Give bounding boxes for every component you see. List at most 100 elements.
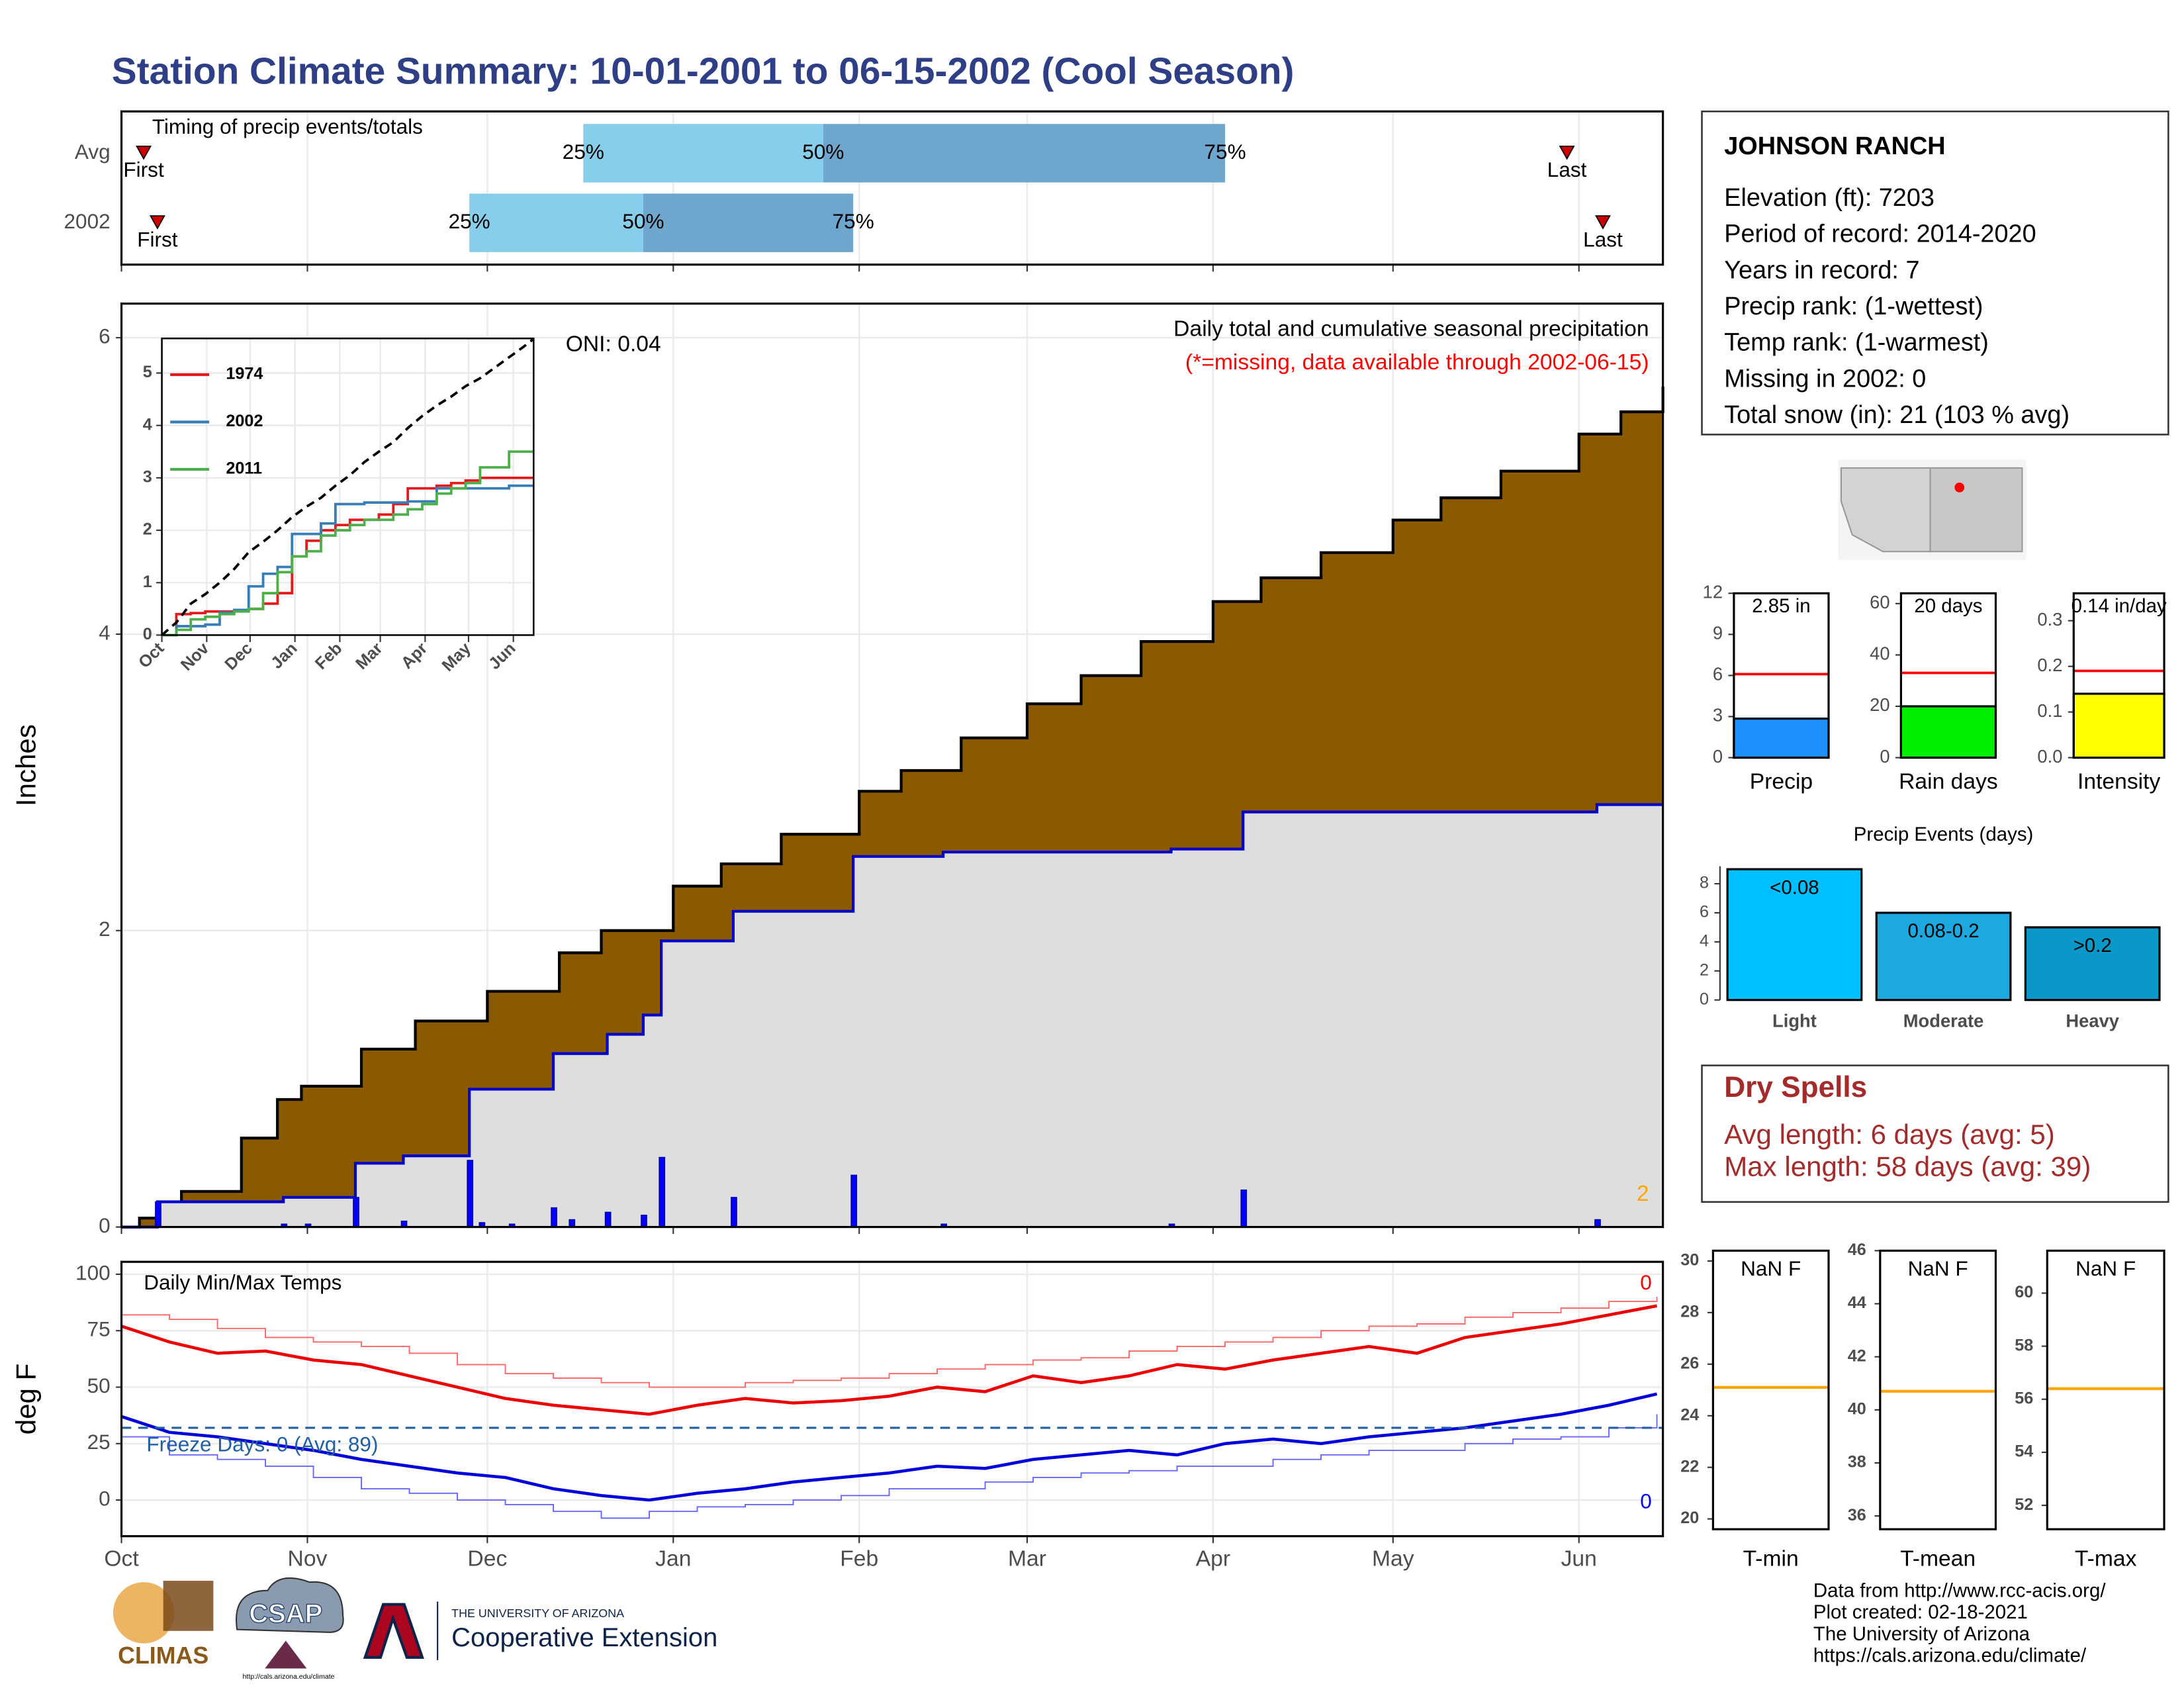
plot-border (1733, 592, 1830, 759)
y-tick-label: 8 (1700, 874, 1709, 892)
legend-label: 2002 (226, 412, 263, 430)
location-map (1838, 459, 2026, 560)
x-tick-label: May (1372, 1546, 1414, 1571)
dry-spells-info: Max length: 58 days (avg: 39) (1724, 1150, 2091, 1182)
x-tick-label: Feb (840, 1546, 878, 1571)
y-tick-label: 46 (1848, 1241, 1866, 1259)
legend-label: 2011 (226, 459, 262, 478)
y-axis-label: deg F (11, 1364, 42, 1435)
bar (1899, 705, 1997, 759)
footer-text: The University of Arizona (1813, 1623, 2030, 1645)
x-tick-label: Moderate (1903, 1011, 1984, 1031)
snow-count: 2 (1637, 1182, 1649, 1206)
temp-line (121, 1297, 1658, 1388)
daily-precip-bar (569, 1219, 576, 1228)
event-label: Last (1583, 227, 1623, 251)
y-tick-label: 12 (1703, 582, 1723, 602)
station-info: Period of record: 2014-2020 (1724, 220, 2036, 248)
csap-text: CSAP (249, 1599, 322, 1628)
y-tick-label: 20 (1680, 1509, 1699, 1527)
footer-text: Plot created: 02-18-2021 (1813, 1601, 2028, 1623)
precip-subtitle: (*=missing, data available through 2002-… (1185, 350, 1649, 375)
quartile-bar (583, 124, 823, 183)
climas-logo (113, 1582, 175, 1644)
quartile-label: 75% (1204, 140, 1246, 164)
y-tick-label: 6 (1700, 903, 1709, 921)
events-title: Precip Events (days) (1854, 823, 2034, 845)
plot-border (1879, 1249, 1997, 1530)
y-axis-label: Inches (11, 724, 42, 806)
daily-precip-bar (604, 1211, 612, 1228)
bin-label: 0.08-0.2 (1908, 920, 1979, 942)
ua-logo (363, 1603, 424, 1659)
y-tick-label: 42 (1848, 1346, 1866, 1365)
y-tick-label: 0 (99, 1213, 111, 1237)
category-label: Intensity (2077, 769, 2161, 794)
oni-label: ONI: 0.04 (566, 332, 661, 357)
daily-precip-bar (850, 1174, 858, 1228)
station-info: Total snow (in): 21 (103 % avg) (1724, 401, 2070, 429)
y-tick-label: 0.3 (2037, 609, 2062, 630)
x-tick-label: Dec (467, 1546, 507, 1571)
csap-cloud (236, 1577, 344, 1633)
bar (1733, 718, 1830, 759)
plot-border (120, 303, 1664, 1229)
y-tick-label: 6 (1713, 664, 1723, 684)
event-marker (149, 215, 165, 230)
quartile-label: 25% (563, 140, 604, 164)
series-line (161, 450, 534, 637)
gauge-annotation: NaN F (1908, 1256, 1968, 1280)
plot-border (120, 1260, 1664, 1538)
daily-precip-bar (659, 1156, 666, 1228)
event-marker (1559, 146, 1575, 160)
value-label: 0.14 in/day (2071, 595, 2167, 617)
csap-url: http://cals.arizona.edu/climate (243, 1673, 335, 1681)
x-tick-label: Heavy (2066, 1011, 2119, 1031)
plot-background (121, 1262, 1663, 1536)
station-info: Precip rank: (1-wettest) (1724, 293, 1983, 320)
bar (1875, 912, 2012, 1002)
temp-line (120, 1304, 1657, 1416)
value-label: 20 days (1914, 595, 1982, 617)
event-marker (136, 146, 152, 160)
y-tick-label: 28 (1680, 1303, 1699, 1321)
y-tick-label: 22 (1680, 1457, 1699, 1476)
y-tick-label: 0 (1713, 746, 1723, 767)
y-tick-label: 0.1 (2037, 700, 2062, 721)
y-tick-label: 2 (1700, 961, 1709, 979)
y-tick-label: 4 (1700, 931, 1709, 950)
plot-border (2072, 592, 2165, 759)
ua-text: THE UNIVERSITY OF ARIZONA (451, 1607, 624, 1620)
y-tick-label: 58 (2015, 1336, 2033, 1354)
quartile-label: 75% (833, 209, 874, 233)
y-tick-label: 2 (99, 917, 111, 941)
gauge-annotation: NaN F (1741, 1256, 1801, 1280)
x-tick-label: Apr (1196, 1546, 1230, 1571)
plot-border (120, 110, 1664, 266)
x-tick-label: Jun (1561, 1546, 1597, 1571)
footer-text: https://cals.arizona.edu/climate/ (1813, 1644, 2087, 1666)
timing-title: Timing of precip events/totals (152, 115, 423, 138)
legend-label: 1974 (226, 365, 263, 383)
y-tick-label: 52 (2015, 1495, 2033, 1514)
gauge-annotation: NaN F (2075, 1256, 2136, 1280)
quartile-label: 25% (449, 209, 490, 233)
y-tick-label: 36 (1848, 1506, 1866, 1524)
bin-label: >0.2 (2073, 935, 2112, 957)
logos: CLIMAS CSAP http://cals.arizona.edu/clim… (113, 1577, 717, 1681)
y-tick-label: 1 (143, 573, 152, 591)
y-tick-label: 4 (143, 415, 152, 434)
station-name: JOHNSON RANCH (1724, 132, 1945, 160)
min-note: 0 (1640, 1489, 1652, 1513)
y-tick-label: 6 (99, 324, 111, 348)
temp-line (120, 1392, 1658, 1502)
x-tick-label: Light (1772, 1011, 1817, 1031)
category-label: T-mean (1900, 1546, 1976, 1571)
y-tick-label: 60 (1870, 592, 1889, 612)
y-tick-label: 38 (1848, 1453, 1866, 1472)
station-dot (1954, 483, 1965, 492)
x-tick-label: Jan (655, 1546, 691, 1571)
y-tick-label: 3 (143, 468, 152, 487)
y-tick-label: 40 (1870, 643, 1889, 664)
y-tick-label: Avg (75, 140, 111, 164)
